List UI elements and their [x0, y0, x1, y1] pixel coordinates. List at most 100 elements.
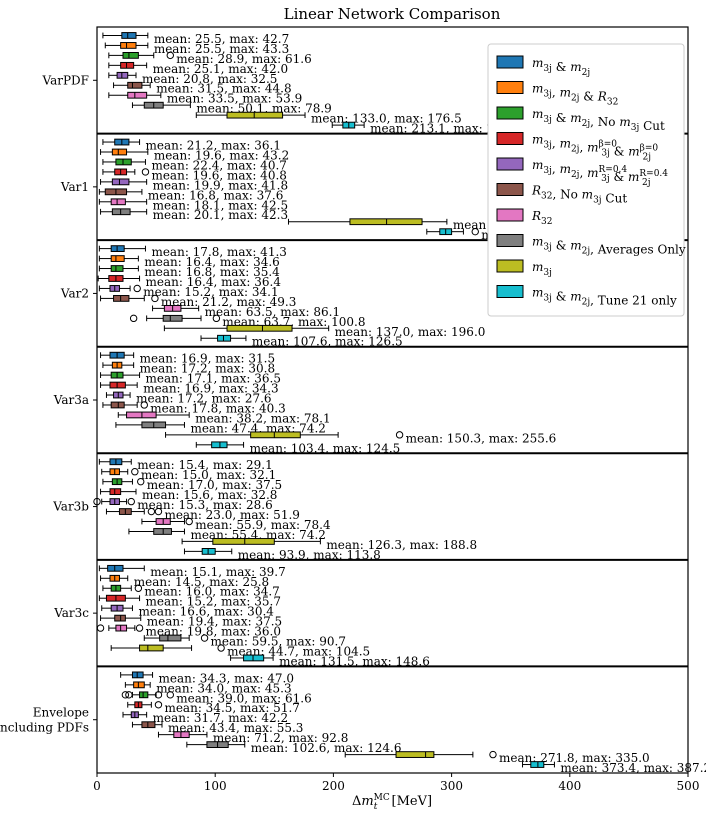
legend-entry: m3j, m2j, mR=0.4 3j & mR=0.4 2j	[532, 158, 668, 188]
group-label: Var3b	[52, 500, 89, 514]
legend-entry: m3j & m2j	[532, 56, 590, 78]
data-label: mean: 102.6, max: 124.6	[251, 741, 402, 755]
outlier-point	[166, 691, 174, 699]
data-label: mean: 126.3, max: 188.8	[326, 538, 477, 552]
data-label: mean: 22.4, max: 40.7	[151, 158, 286, 172]
group-label: Var2	[60, 286, 89, 300]
data-label: mean: 34.0, max: 45.3	[156, 681, 291, 695]
chart-title: Linear Network Comparison	[284, 5, 501, 23]
box-2	[111, 148, 128, 156]
outlier-point	[395, 431, 404, 439]
data-label: mean: 20.1, max: 42.3	[153, 208, 288, 222]
x-tick-label: 100	[204, 779, 227, 793]
box-6	[114, 614, 126, 622]
data-label: mean: 15.6, max: 32.8	[142, 488, 277, 502]
data-label: mean: 107.6, max: 126.5	[252, 335, 403, 349]
box-10	[211, 441, 228, 449]
x-axis-label: ΔmMC t [MeV]	[352, 793, 432, 812]
data-label: mean: 18.1, max: 42.5	[153, 198, 288, 212]
box-9	[226, 111, 284, 119]
box-3	[110, 265, 124, 272]
data-label: mean: 150.3, max: 255.6	[406, 431, 557, 445]
data-label: mean: 15.3, max: 28.6	[137, 498, 272, 512]
box-2	[133, 681, 145, 689]
data-label: mean: 131.5, max: 148.6	[279, 654, 430, 668]
data-label: mean: 19.6, max: 43.2	[154, 148, 289, 162]
group-label: Var3c	[53, 606, 89, 620]
box-1	[110, 245, 125, 252]
data-label: mean: 38.2, max: 78.1	[195, 411, 330, 425]
data-label: mean: 39.0, max: 61.6	[176, 691, 311, 705]
legend-frame	[487, 43, 685, 317]
outlier-point	[96, 624, 105, 632]
box-1	[131, 671, 144, 679]
legend-entry: m3j	[532, 260, 552, 278]
data-label: mean: 19.4, max: 37.5	[147, 615, 282, 629]
x-tick-label: 500	[677, 779, 700, 793]
data-label: mean: 19.9, max: 41.8	[153, 178, 288, 192]
outlier-point	[154, 507, 163, 516]
box-9	[349, 218, 423, 226]
legend-swatch	[496, 132, 524, 145]
box-1	[121, 32, 137, 39]
data-label: mean: 17.8, max: 40.3	[150, 401, 285, 415]
outlier-point	[489, 750, 497, 759]
outlier-point	[141, 168, 150, 176]
legend-swatch	[496, 157, 524, 171]
data-label: mean: 17.8, max: 41.3	[151, 245, 286, 259]
outlier-point	[166, 51, 174, 60]
box-8	[153, 528, 172, 535]
data-label: mean: 17.1, max: 36.5	[146, 372, 281, 386]
data-label: mean: 17.2, max: 30.8	[140, 362, 275, 376]
box-10	[243, 654, 265, 662]
box-7	[173, 731, 190, 739]
data-label: mean: 23.0, max: 51.9	[164, 508, 299, 522]
legend-entry: R32	[531, 209, 553, 227]
data-label: mean: 20.8, max: 32.5	[142, 72, 277, 86]
box-7	[115, 624, 128, 632]
outlier-point	[154, 691, 163, 699]
legend-swatch	[496, 208, 524, 222]
legend-swatch	[496, 183, 524, 196]
plot-frame	[96, 26, 689, 774]
group-label: VarPDF	[42, 73, 89, 87]
x-tick-label: 0	[93, 779, 101, 793]
data-label: mean: 21.2, max: 36.1	[146, 139, 281, 153]
outlier-point	[185, 517, 193, 526]
data-label: mean: 43.4, max: 55.3	[168, 721, 303, 735]
data-label: mean: 33.5, max: 53.9	[167, 92, 302, 106]
outlier-point	[217, 644, 225, 652]
legend-swatch	[496, 81, 524, 94]
box-4	[109, 381, 126, 389]
data-label: mean: 21.2, max: 49.3	[161, 295, 296, 309]
box-5	[116, 71, 129, 79]
outlier-point	[127, 497, 135, 506]
legend-swatch	[496, 259, 524, 273]
box-2	[120, 42, 137, 49]
data-label: mean: 34.3, max: 47.0	[159, 671, 294, 685]
data-label: mean: 137.0, max: 196.0	[335, 325, 486, 339]
box-2	[110, 255, 125, 262]
box-10	[201, 548, 216, 555]
box-4	[109, 488, 122, 496]
data-label: mean: 59.5, max: 90.7	[211, 635, 346, 649]
data-label: mean: 16.6, max: 30.4	[138, 605, 274, 619]
box-9	[250, 431, 301, 439]
box-8	[111, 208, 131, 216]
group-label: Envelope including PDFs	[0, 706, 89, 735]
data-label: mean: 71.2, max: 92.8	[213, 731, 348, 745]
data-label: mean: 25.5, max: 42.7	[154, 32, 289, 46]
box-6	[141, 721, 156, 729]
outlier-point	[147, 507, 156, 516]
box-4	[120, 61, 135, 69]
outlier-point	[135, 624, 144, 632]
outlier-point	[151, 294, 159, 303]
box-3	[122, 51, 139, 59]
data-label: mean: 31.7, max: 42.2	[153, 711, 288, 725]
outlier-point	[200, 634, 209, 642]
outlier-point	[125, 691, 133, 699]
group-label: Var3a	[53, 393, 89, 407]
box-8	[162, 314, 183, 322]
legend-entry: m3j & m2j, No m3j Cut	[532, 107, 665, 133]
